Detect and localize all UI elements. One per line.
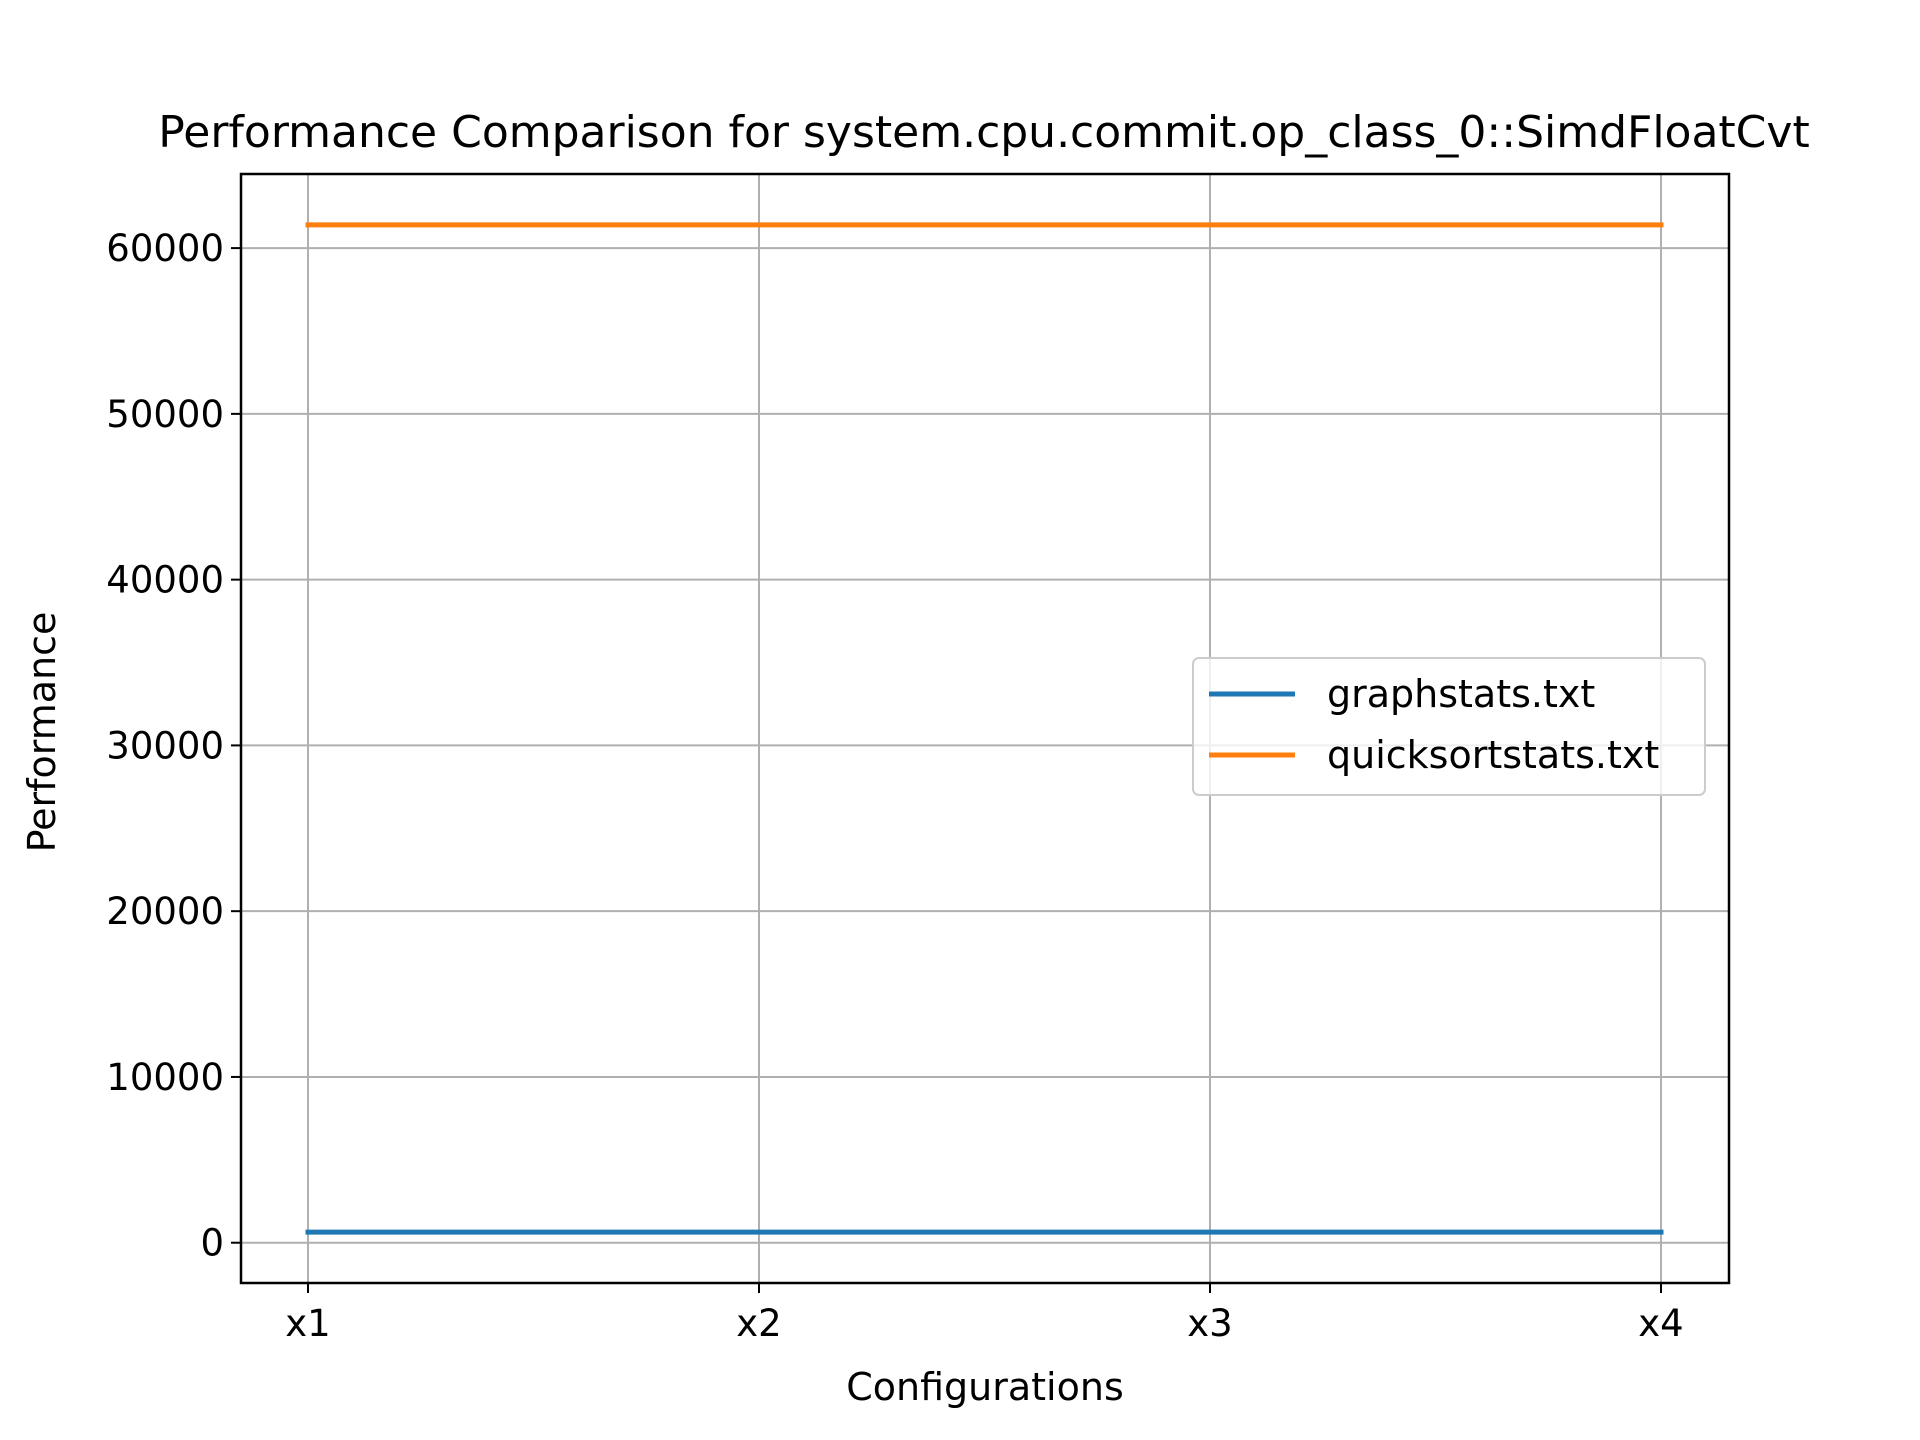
axis-ticks: x1 x2 x3 x4 0 10000 20000 30000 40000 50000 60000 xyxy=(106,227,1683,1345)
y-tick-label: 20000 xyxy=(106,890,224,933)
y-tick-label: 30000 xyxy=(106,724,224,767)
x-tick-label: x2 xyxy=(736,1302,781,1345)
legend-box xyxy=(1192,657,1706,796)
y-axis-label: Performance xyxy=(20,612,64,853)
x-tick-label: x3 xyxy=(1187,1302,1232,1345)
legend-label-1: graphstats.txt xyxy=(1327,672,1595,716)
legend-label-2: quicksortstats.txt xyxy=(1327,733,1659,777)
series-lines xyxy=(305,222,1664,1235)
x-tick-label: x4 xyxy=(1638,1302,1683,1345)
y-tick-label: 50000 xyxy=(106,393,224,436)
y-tick-label: 0 xyxy=(200,1222,224,1265)
chart-title: Performance Comparison for system.cpu.co… xyxy=(158,107,1809,158)
legend: graphstats.txt quicksortstats.txt xyxy=(1192,657,1706,796)
plot-frame xyxy=(239,172,1731,1285)
x-tick-label: x1 xyxy=(285,1302,330,1345)
y-tick-label: 40000 xyxy=(106,559,224,602)
x-axis-label: Configurations xyxy=(846,1365,1124,1409)
y-tick-label: 10000 xyxy=(106,1056,224,1099)
y-tick-label: 60000 xyxy=(106,227,224,270)
